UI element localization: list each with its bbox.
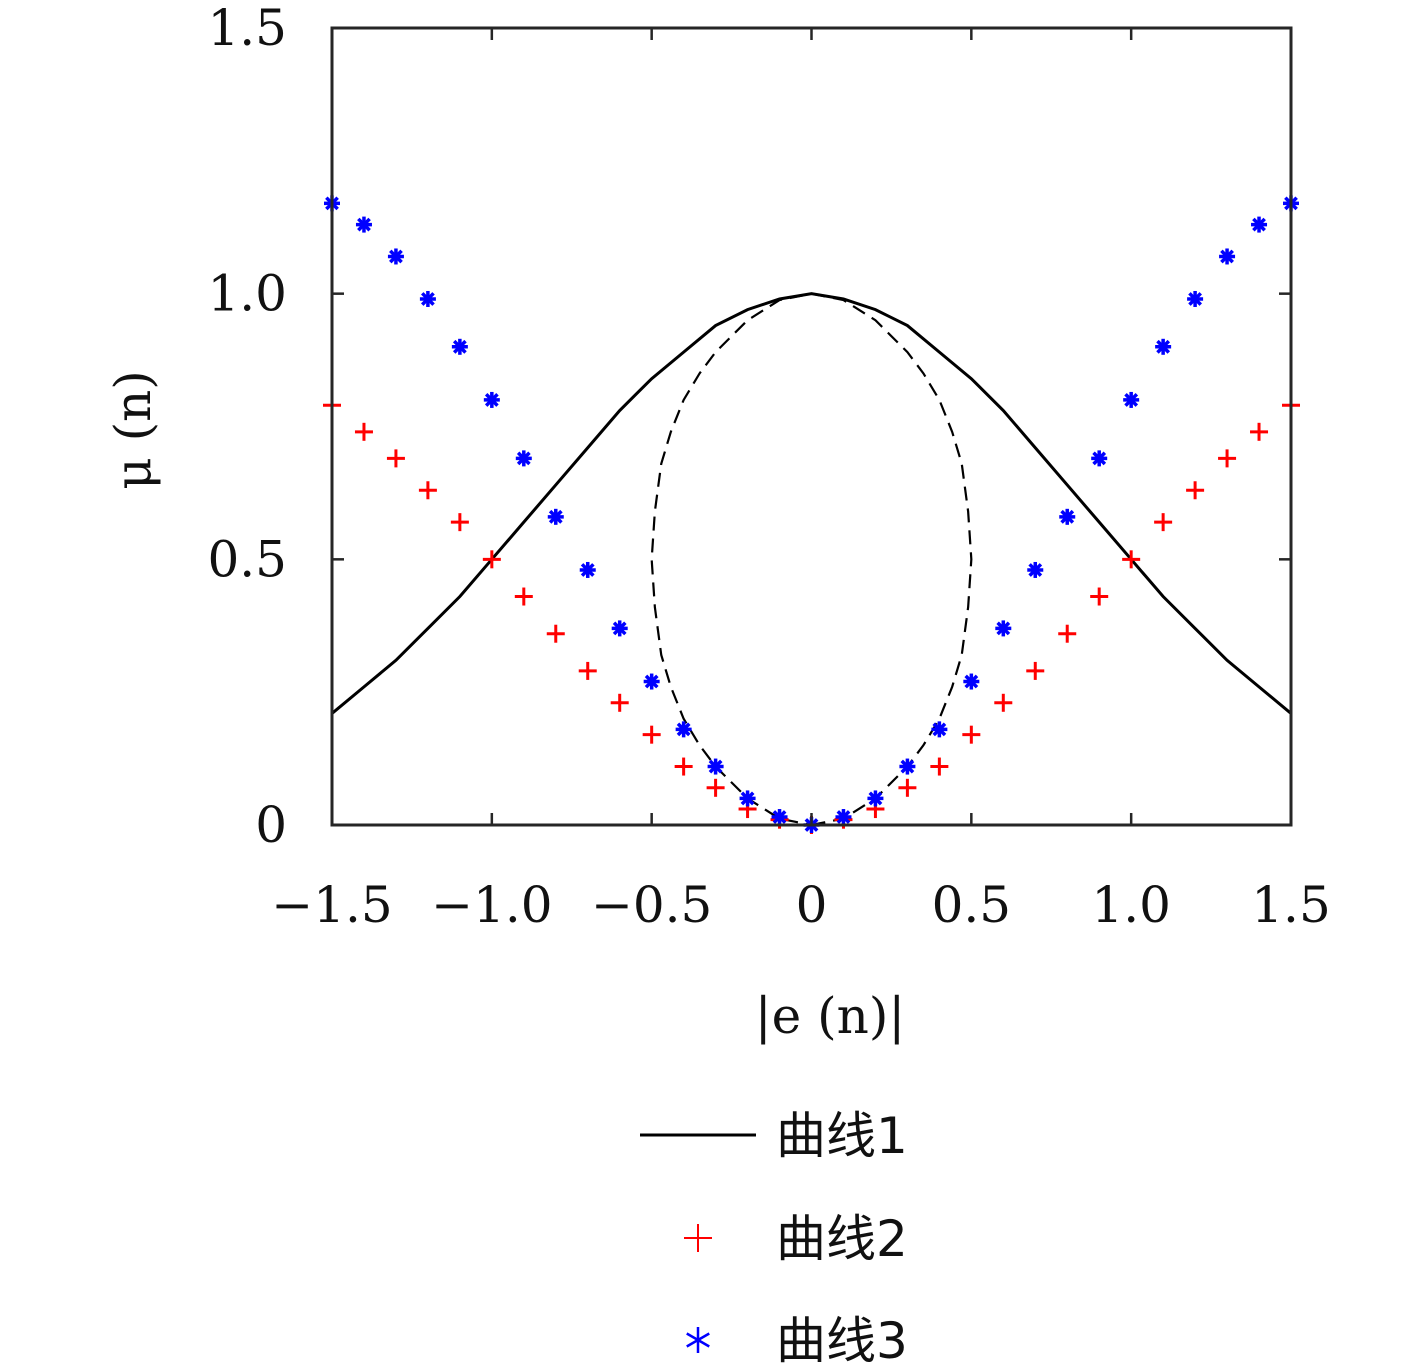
plot-border [330,26,1293,827]
series-2 [650,292,973,827]
data-point-star [579,561,596,578]
series-line [331,292,1292,715]
data-point-plus [1250,422,1269,441]
x-tick-label: 1.0 [1091,876,1171,934]
legend: 曲线1 曲线2 曲线3 [640,1107,908,1370]
data-point-plus [674,757,693,776]
y-axis-label: μ (n) [104,370,162,490]
y-tick-label: 1.5 [207,0,287,57]
data-point-plus [386,449,405,468]
data-point-star [995,620,1012,637]
data-point-plus [1122,550,1141,569]
plot-area [323,195,1300,834]
x-tick-label: 0 [796,876,828,934]
data-point-plus [450,513,469,532]
legend-star-swatch [686,1327,710,1353]
data-point-star [707,758,724,775]
x-tick-label: 1.5 [1251,876,1331,934]
data-point-star [451,338,468,355]
series-3 [323,396,1300,834]
data-point-star [1059,508,1076,525]
data-point-star [867,790,884,807]
dashed-curve [650,292,973,827]
y-tick-label: 1.0 [207,265,287,323]
legend-item: 曲线1 [640,1107,908,1165]
data-point-star [419,290,436,307]
series-4 [324,195,1299,833]
data-point-plus [898,778,917,797]
data-point-plus [1090,587,1109,606]
y-tick-label: 0 [255,796,287,854]
data-point-plus [1154,513,1173,532]
legend-plus-swatch [684,1224,712,1252]
legend-item: 曲线3 [686,1312,908,1370]
data-point-star [547,508,564,525]
data-point-star [387,248,404,265]
data-point-plus [1058,624,1077,643]
data-point-plus [418,481,437,500]
data-point-star [1027,561,1044,578]
data-point-star [739,790,756,807]
data-point-star [1187,290,1204,307]
x-tick-label: 0.5 [932,876,1012,934]
data-point-star [515,450,532,467]
data-point-star [1251,216,1268,233]
series-1 [331,292,1292,715]
data-point-star [931,721,948,738]
data-point-plus [578,661,597,680]
data-point-star [611,620,628,637]
data-point-plus [354,422,373,441]
data-point-star [1091,450,1108,467]
data-point-star [963,673,980,690]
data-point-star [1123,391,1140,408]
data-point-star [899,758,916,775]
x-tick-label: −1.5 [271,876,392,934]
legend-label: 曲线2 [776,1210,908,1268]
data-point-star [1155,338,1172,355]
data-point-plus [610,693,629,712]
legend-label: 曲线1 [776,1107,908,1165]
data-point-plus [1026,661,1045,680]
data-point-plus [1186,481,1205,500]
legend-item: 曲线2 [684,1210,908,1268]
y-tick-label: 0.5 [207,530,287,588]
data-point-plus [482,550,501,569]
data-point-plus [642,725,661,744]
x-tick-label: −1.0 [431,876,552,934]
data-point-star [483,391,500,408]
data-point-star [643,673,660,690]
y-axis: 0 0.5 1.0 1.5 [207,0,1291,854]
axes-frame [330,26,1293,827]
data-point-star [835,809,852,826]
data-point-plus [514,587,533,606]
data-point-plus [930,757,949,776]
data-point-plus [546,624,565,643]
data-point-plus [1218,449,1237,468]
x-axis-label: |e (n)| [755,987,905,1045]
legend-label: 曲线3 [776,1312,908,1370]
data-point-star [675,721,692,738]
data-point-plus [706,778,725,797]
x-axis: −1.5 −1.0 −0.5 0 0.5 1.0 1.5 [271,28,1331,934]
data-point-star [355,216,372,233]
data-point-star [1219,248,1236,265]
data-point-plus [994,693,1013,712]
data-point-star [771,809,788,826]
data-point-plus [962,725,981,744]
x-tick-label: −0.5 [591,876,712,934]
